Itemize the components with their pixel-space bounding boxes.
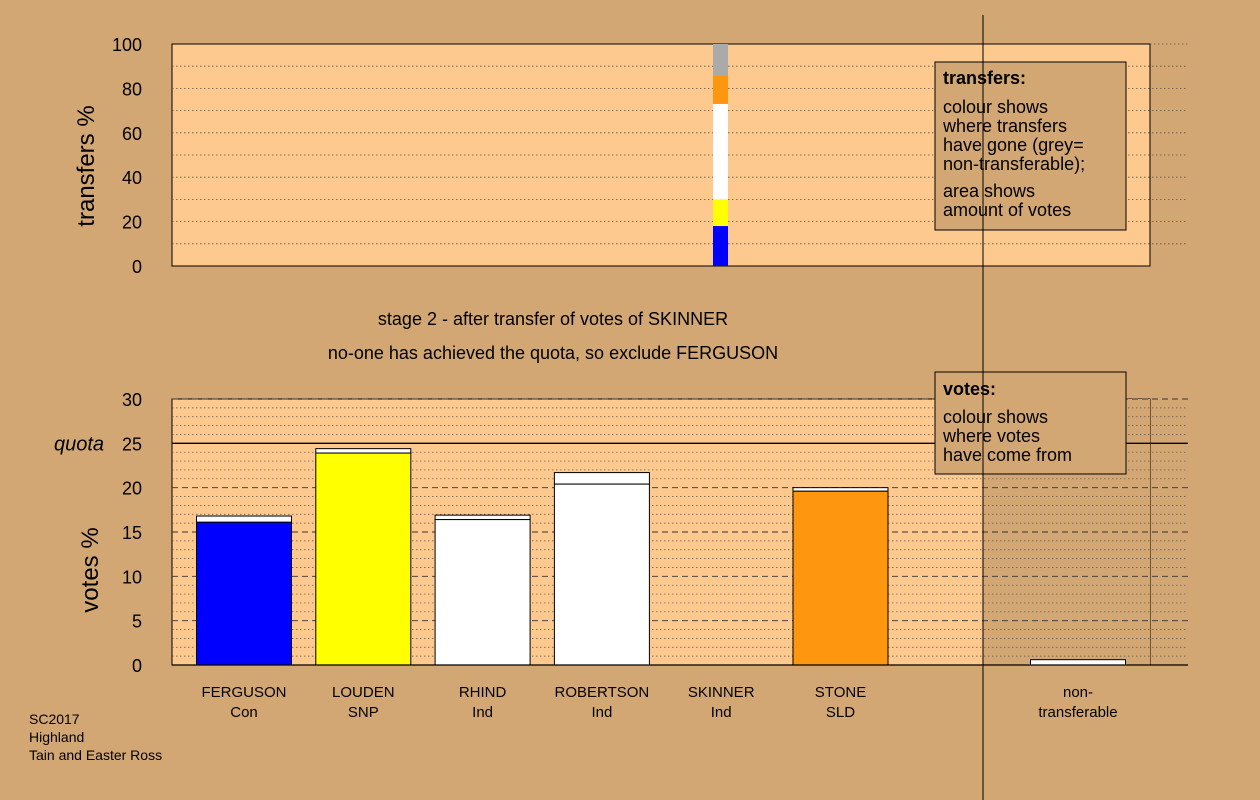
votes-y-tick-label: 25 (122, 434, 142, 454)
candidate-bar (792, 490, 889, 666)
candidate-party-label: Ind (711, 704, 732, 721)
votes-legend-box (934, 371, 1127, 475)
transfers-y-tick-label: 40 (122, 168, 142, 188)
candidate-name-label: ROBERTSON (555, 684, 650, 701)
transfers-legend-line: area shows (943, 181, 1035, 201)
votes-y-tick-label: 30 (122, 390, 142, 410)
transfers-legend-line: where transfers (942, 116, 1067, 136)
transfers-chart: 0 20 40 60 80 100 transfers % transfers: colo… (73, 35, 1188, 277)
candidate-name-label: SKINNER (688, 684, 755, 701)
transfer-increment-bar (196, 515, 292, 523)
transfer-segment (713, 199, 728, 227)
nontransferable-bar (1030, 659, 1126, 666)
transfers-legend-title: transfers: (943, 68, 1026, 88)
votes-y-tick-label: 10 (122, 567, 142, 587)
transfers-gridlines (172, 43, 1188, 245)
transfer-segment (713, 44, 728, 76)
candidate-bar (434, 519, 531, 666)
votes-y-axis-label: votes % (77, 527, 104, 612)
candidate-name-label: RHIND (459, 684, 507, 701)
nontransferable-label: non- (1063, 684, 1093, 701)
votes-y-tick-label: 20 (122, 479, 142, 499)
candidate-party-label: Ind (591, 704, 612, 721)
nontransferable-label: transferable (1038, 704, 1117, 721)
transfer-segment (713, 75, 728, 104)
candidate-party-label: SNP (348, 704, 379, 721)
candidate-bar (315, 452, 412, 666)
candidate-party-label: Con (230, 704, 258, 721)
votes-legend-title: votes: (943, 379, 996, 399)
candidate-name-label: STONE (815, 684, 866, 701)
candidate-name-label: LOUDEN (332, 684, 395, 701)
transfers-y-tick-label: 100 (112, 35, 142, 55)
candidate-name-label: FERGUSON (201, 684, 286, 701)
candidate-party-label: SLD (826, 704, 855, 721)
status-message: no-one has achieved the quota, so exclud… (328, 343, 778, 363)
footer-election: SC2017 (29, 711, 80, 727)
transfers-y-tick-label: 60 (122, 124, 142, 144)
votes-y-tick-label: 15 (122, 523, 142, 543)
stage-message: stage 2 - after transfer of votes of SKI… (378, 309, 728, 329)
votes-legend-line: colour shows (943, 407, 1048, 427)
votes-y-ticks: 0 5 10 15 20 25 30 (122, 390, 142, 676)
transfer-increment-bar (792, 487, 889, 492)
votes-y-tick-label: 5 (132, 612, 142, 632)
footer-ward: Tain and Easter Ross (29, 747, 162, 763)
transfers-y-tick-label: 0 (132, 257, 142, 277)
votes-category-labels: FERGUSON Con LOUDEN SNP RHIND Ind ROBERTSON Ind… (201, 684, 1117, 721)
transfer-segment (713, 103, 728, 200)
transfers-legend-box (934, 61, 1127, 231)
transfers-stacked-column (713, 44, 728, 266)
transfer-increment-bar (315, 448, 412, 454)
candidate-bar (553, 483, 650, 666)
votes-legend-line: have come from (943, 445, 1072, 465)
transfers-y-axis-label: transfers % (73, 105, 100, 226)
transfers-legend-line: non-transferable); (943, 154, 1085, 174)
votes-y-tick-label: 0 (132, 656, 142, 676)
transfers-y-tick-label: 80 (122, 79, 142, 99)
transfers-legend-line: amount of votes (943, 200, 1071, 220)
quota-label: quota (54, 433, 104, 455)
transfer-segment (713, 226, 728, 266)
footer-council: Highland (29, 729, 84, 745)
votes-legend-line: where votes (942, 426, 1040, 446)
votes-chart: 0 5 10 15 20 25 30 votes % quota FERGUSON Con LO… (54, 371, 1188, 721)
transfers-legend-line: have gone (grey= (943, 135, 1084, 155)
candidate-bar (196, 521, 292, 666)
transfer-increment-bar (434, 514, 531, 521)
transfers-legend-line: colour shows (943, 97, 1048, 117)
transfers-y-ticks: 0 20 40 60 80 100 (112, 35, 142, 277)
candidate-party-label: Ind (472, 704, 493, 721)
transfer-increment-bar (553, 472, 650, 485)
votes-bars (196, 448, 1126, 666)
transfers-y-tick-label: 20 (122, 213, 142, 233)
